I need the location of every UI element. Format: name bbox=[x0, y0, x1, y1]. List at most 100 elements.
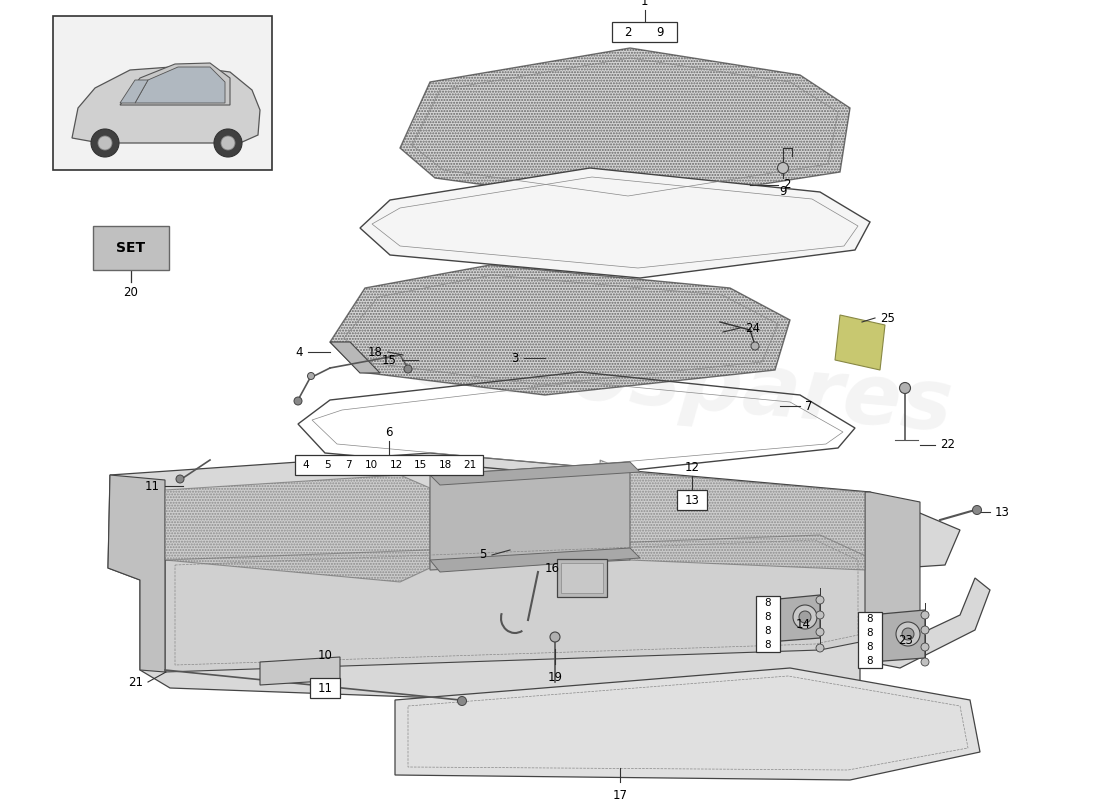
Text: 20: 20 bbox=[123, 286, 139, 299]
Circle shape bbox=[921, 643, 929, 651]
Text: 2: 2 bbox=[783, 178, 791, 191]
FancyBboxPatch shape bbox=[557, 559, 607, 597]
Text: 18: 18 bbox=[368, 346, 383, 358]
Polygon shape bbox=[360, 168, 870, 278]
Circle shape bbox=[816, 644, 824, 652]
Circle shape bbox=[921, 611, 929, 619]
Circle shape bbox=[902, 628, 914, 640]
Circle shape bbox=[221, 136, 235, 150]
Text: a passion for parts since 1985: a passion for parts since 1985 bbox=[471, 522, 849, 598]
Text: 2: 2 bbox=[625, 26, 631, 38]
Text: 8: 8 bbox=[867, 614, 873, 624]
Text: 10: 10 bbox=[318, 649, 332, 662]
Polygon shape bbox=[330, 342, 380, 373]
Text: 12: 12 bbox=[684, 461, 700, 474]
FancyBboxPatch shape bbox=[561, 563, 603, 593]
FancyBboxPatch shape bbox=[310, 678, 340, 698]
FancyBboxPatch shape bbox=[756, 596, 780, 652]
Circle shape bbox=[458, 697, 466, 706]
Text: 3: 3 bbox=[512, 351, 519, 365]
Text: 7: 7 bbox=[345, 460, 352, 470]
FancyBboxPatch shape bbox=[94, 226, 169, 270]
Polygon shape bbox=[165, 535, 870, 672]
FancyBboxPatch shape bbox=[295, 455, 483, 475]
Circle shape bbox=[900, 382, 911, 394]
Text: 21: 21 bbox=[128, 675, 143, 689]
Text: SET: SET bbox=[117, 241, 145, 255]
FancyBboxPatch shape bbox=[676, 490, 707, 510]
Circle shape bbox=[921, 626, 929, 634]
Text: 8: 8 bbox=[764, 612, 771, 622]
Polygon shape bbox=[430, 462, 630, 570]
Polygon shape bbox=[165, 475, 430, 582]
Text: 4: 4 bbox=[302, 460, 309, 470]
FancyBboxPatch shape bbox=[858, 612, 882, 668]
Polygon shape bbox=[330, 265, 790, 395]
Text: 5: 5 bbox=[324, 460, 331, 470]
Text: 1: 1 bbox=[640, 0, 648, 8]
Text: 8: 8 bbox=[867, 642, 873, 652]
Polygon shape bbox=[135, 67, 226, 103]
Text: 17: 17 bbox=[613, 789, 627, 800]
Circle shape bbox=[816, 628, 824, 636]
Text: 24: 24 bbox=[745, 322, 760, 334]
Text: 18: 18 bbox=[439, 460, 452, 470]
Circle shape bbox=[308, 373, 315, 379]
Circle shape bbox=[751, 342, 759, 350]
Text: 13: 13 bbox=[684, 494, 700, 506]
Polygon shape bbox=[400, 48, 850, 205]
Circle shape bbox=[550, 632, 560, 642]
Circle shape bbox=[91, 129, 119, 157]
Text: 8: 8 bbox=[764, 626, 771, 636]
Text: 9: 9 bbox=[657, 26, 663, 38]
Text: 15: 15 bbox=[382, 354, 397, 366]
Circle shape bbox=[294, 397, 302, 405]
Polygon shape bbox=[600, 460, 865, 570]
FancyBboxPatch shape bbox=[53, 16, 272, 170]
Text: 13: 13 bbox=[996, 506, 1010, 518]
Text: 8: 8 bbox=[867, 628, 873, 638]
Text: 19: 19 bbox=[548, 671, 562, 684]
Polygon shape bbox=[835, 315, 886, 370]
Text: 5: 5 bbox=[480, 549, 487, 562]
Polygon shape bbox=[108, 475, 165, 672]
Circle shape bbox=[896, 622, 920, 646]
Text: 16: 16 bbox=[544, 562, 560, 574]
Polygon shape bbox=[865, 492, 920, 648]
FancyBboxPatch shape bbox=[612, 22, 676, 42]
Circle shape bbox=[404, 365, 412, 373]
Circle shape bbox=[214, 129, 242, 157]
Polygon shape bbox=[260, 657, 340, 685]
Text: 11: 11 bbox=[318, 682, 332, 694]
Text: 9: 9 bbox=[779, 185, 786, 198]
Circle shape bbox=[816, 611, 824, 619]
Text: 21: 21 bbox=[463, 460, 476, 470]
Text: 15: 15 bbox=[414, 460, 427, 470]
Polygon shape bbox=[72, 66, 260, 143]
Text: eurospares: eurospares bbox=[407, 319, 957, 449]
Polygon shape bbox=[430, 548, 640, 572]
Text: 23: 23 bbox=[898, 634, 913, 646]
Polygon shape bbox=[108, 453, 990, 712]
Circle shape bbox=[793, 605, 817, 629]
Circle shape bbox=[778, 162, 789, 174]
Text: 25: 25 bbox=[880, 311, 895, 325]
Text: 12: 12 bbox=[389, 460, 403, 470]
Circle shape bbox=[921, 658, 929, 666]
Polygon shape bbox=[395, 668, 980, 780]
Polygon shape bbox=[120, 80, 148, 103]
Text: 8: 8 bbox=[867, 656, 873, 666]
Polygon shape bbox=[768, 595, 820, 642]
Circle shape bbox=[972, 506, 981, 514]
Text: 14: 14 bbox=[796, 618, 811, 630]
Polygon shape bbox=[870, 610, 925, 662]
Circle shape bbox=[799, 611, 811, 623]
Circle shape bbox=[176, 475, 184, 483]
Polygon shape bbox=[120, 63, 230, 105]
Text: 4: 4 bbox=[296, 346, 303, 358]
Circle shape bbox=[816, 596, 824, 604]
Text: 10: 10 bbox=[365, 460, 378, 470]
Circle shape bbox=[98, 136, 112, 150]
Text: 22: 22 bbox=[940, 438, 955, 451]
Text: 8: 8 bbox=[764, 598, 771, 608]
